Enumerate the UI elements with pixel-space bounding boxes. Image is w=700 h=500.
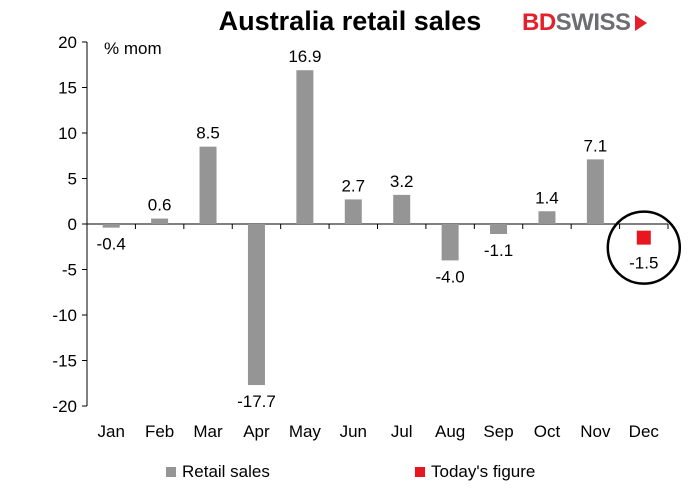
legend-label-todays-figure: Today's figure bbox=[431, 462, 536, 481]
bar-retail-sales bbox=[296, 70, 314, 225]
y-tick-label: 10 bbox=[58, 124, 77, 143]
data-label: -17.7 bbox=[237, 392, 276, 411]
point-todays-figure bbox=[636, 230, 651, 245]
y-tick-label: 0 bbox=[68, 215, 77, 234]
legend-swatch-retail-sales bbox=[166, 467, 176, 477]
x-tick-label: Aug bbox=[435, 422, 465, 441]
data-label: 16.9 bbox=[288, 47, 321, 66]
logo-text-swiss: SWISS bbox=[555, 9, 631, 36]
bdswiss-logo: BD SWISS bbox=[522, 9, 647, 37]
x-tick-label: Oct bbox=[534, 422, 561, 441]
y-tick-label: -20 bbox=[52, 397, 77, 416]
y-tick-label: -10 bbox=[52, 306, 77, 325]
data-label: -1.5 bbox=[629, 254, 658, 273]
x-tick-label: Jul bbox=[391, 422, 413, 441]
legend-label-retail-sales: Retail sales bbox=[182, 462, 270, 481]
legend-item-retail-sales: Retail sales bbox=[166, 462, 270, 482]
data-label: -1.1 bbox=[484, 241, 513, 260]
x-tick-label: May bbox=[289, 422, 322, 441]
x-tick-label: Jun bbox=[340, 422, 367, 441]
data-label: 1.4 bbox=[535, 188, 559, 207]
data-label: -4.0 bbox=[435, 267, 464, 286]
bar-retail-sales bbox=[151, 218, 169, 224]
y-unit-label: % mom bbox=[104, 39, 162, 58]
bar-retail-sales bbox=[490, 224, 508, 235]
x-tick-label: Mar bbox=[193, 422, 223, 441]
legend: Retail sales Today's figure bbox=[0, 462, 700, 486]
y-tick-label: -15 bbox=[52, 352, 77, 371]
x-tick-label: Apr bbox=[243, 422, 270, 441]
bar-retail-sales bbox=[393, 194, 411, 224]
data-label: 0.6 bbox=[148, 196, 172, 215]
y-tick-label: 5 bbox=[68, 170, 77, 189]
x-tick-label: Feb bbox=[145, 422, 174, 441]
bar-retail-sales bbox=[247, 224, 265, 386]
y-tick-label: -5 bbox=[62, 261, 77, 280]
data-label: -0.4 bbox=[97, 235, 126, 254]
legend-swatch-todays-figure bbox=[415, 467, 425, 477]
chart-title: Australia retail sales bbox=[218, 6, 482, 36]
highlight-circle bbox=[606, 210, 682, 285]
x-tick-label: Sep bbox=[483, 422, 513, 441]
bar-retail-sales bbox=[441, 224, 459, 261]
logo-flag-icon bbox=[634, 15, 647, 31]
bar-retail-sales bbox=[538, 211, 556, 224]
bar-retail-sales bbox=[344, 199, 362, 224]
x-tick-label: Jan bbox=[97, 422, 124, 441]
data-label: 2.7 bbox=[341, 176, 365, 195]
data-label: 8.5 bbox=[196, 124, 220, 143]
x-tick-label: Dec bbox=[629, 422, 660, 441]
bar-retail-sales bbox=[102, 224, 120, 228]
y-tick-label: 20 bbox=[58, 33, 77, 52]
bar-retail-sales bbox=[199, 146, 217, 224]
legend-item-todays-figure: Today's figure bbox=[415, 462, 535, 482]
x-tick-label: Nov bbox=[580, 422, 611, 441]
data-label: 7.1 bbox=[584, 136, 608, 155]
data-label: 3.2 bbox=[390, 172, 414, 191]
y-tick-label: 15 bbox=[58, 79, 77, 98]
logo-text-bd: BD bbox=[522, 9, 556, 36]
bar-retail-sales bbox=[586, 159, 604, 224]
